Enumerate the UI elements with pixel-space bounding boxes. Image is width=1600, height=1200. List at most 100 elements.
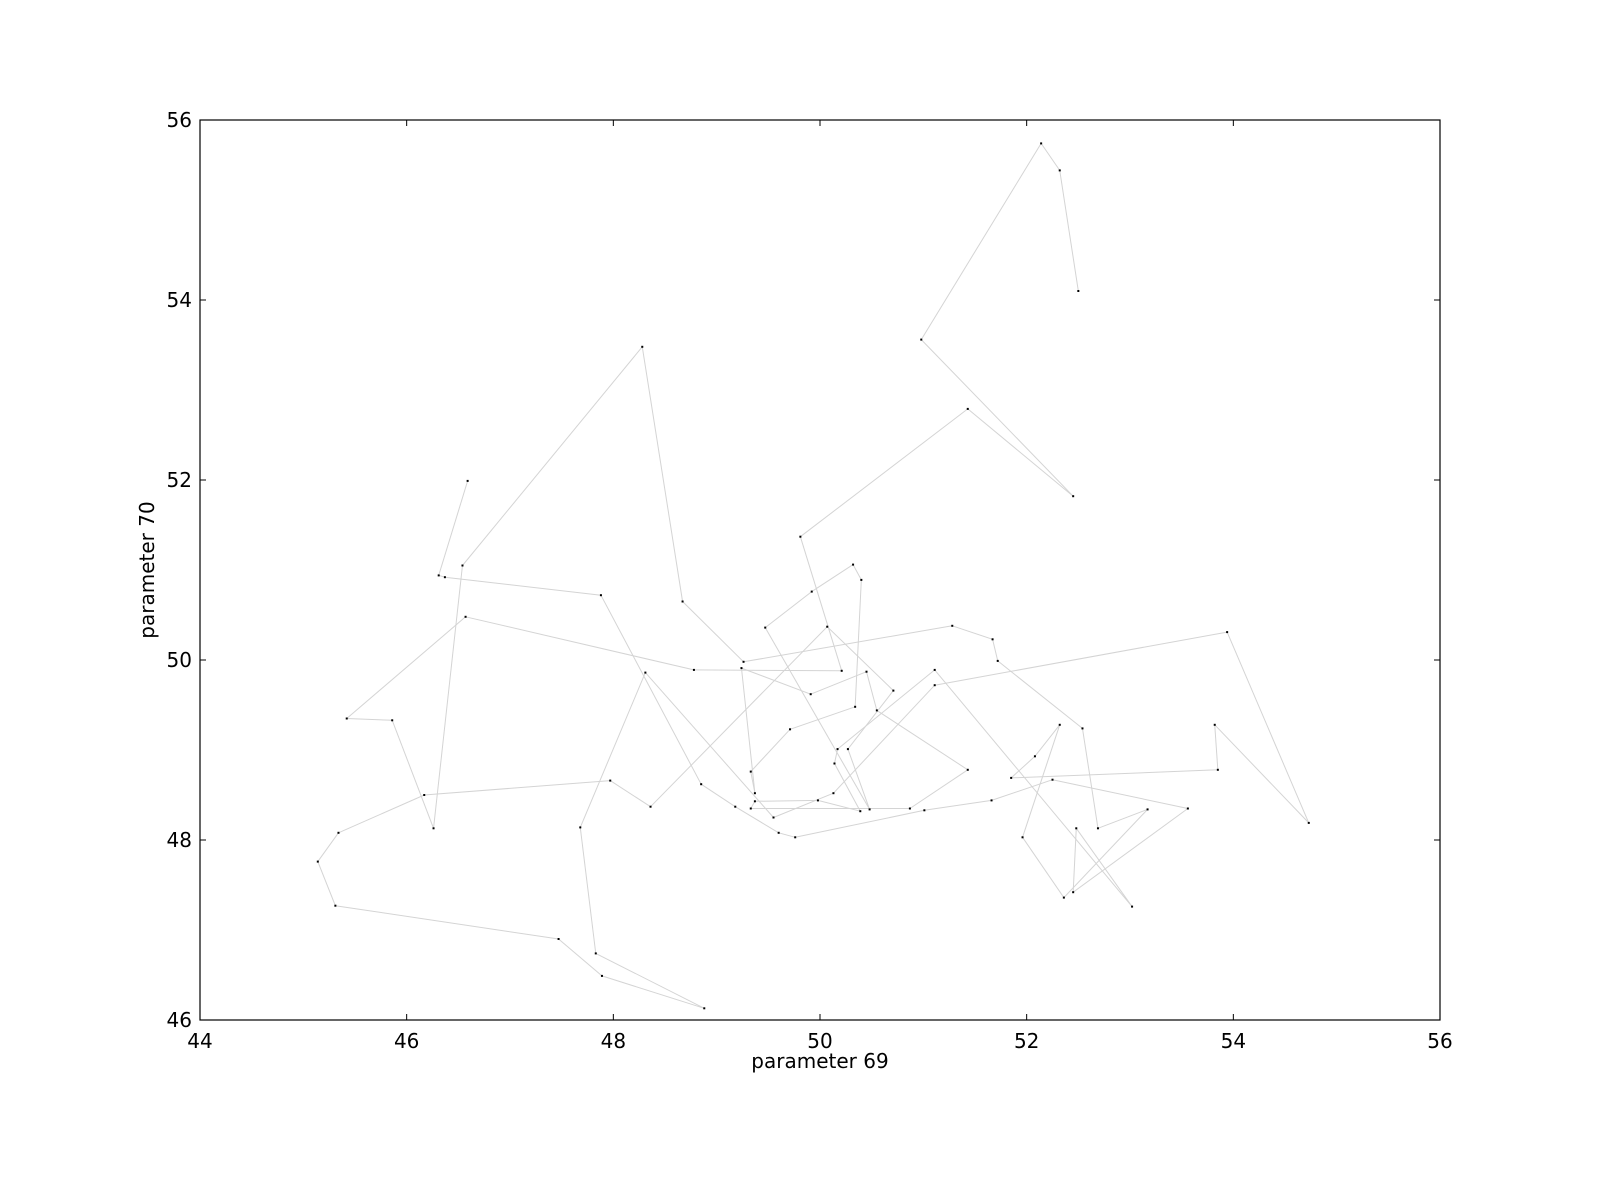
- trace-point: [892, 689, 895, 692]
- y-tick-label: 48: [167, 828, 192, 852]
- trace-segment: [1022, 837, 1065, 898]
- trace-point: [908, 807, 911, 810]
- trace-point: [337, 831, 340, 834]
- x-tick-label: 52: [1014, 1029, 1039, 1053]
- trace-point: [816, 799, 819, 802]
- trace-segment: [811, 564, 854, 593]
- trace-point: [464, 615, 467, 618]
- y-tick-label: 46: [167, 1008, 192, 1032]
- trace-segment: [833, 748, 839, 764]
- trace-segment: [558, 938, 603, 977]
- trace-segment: [1011, 769, 1218, 779]
- trace-segment: [992, 639, 999, 662]
- trace-point: [432, 827, 435, 830]
- trace-segment: [317, 861, 336, 906]
- trace-segment: [1226, 631, 1310, 824]
- trace-point: [833, 762, 836, 765]
- trace-segment: [1010, 755, 1036, 779]
- y-tick-label: 52: [167, 468, 192, 492]
- trace-point: [579, 826, 582, 829]
- trace-segment: [952, 625, 993, 640]
- trace-segment: [741, 667, 811, 695]
- trace-segment: [1081, 728, 1099, 829]
- trace-point: [860, 578, 863, 581]
- trace-segment: [609, 780, 651, 808]
- trace-point: [316, 860, 319, 863]
- trace-segment: [346, 718, 393, 721]
- trace-point: [609, 779, 612, 782]
- trace-segment: [424, 780, 611, 796]
- trace-point: [753, 792, 756, 795]
- trace-point: [334, 904, 337, 907]
- trace-point: [854, 705, 857, 708]
- trace-point: [641, 345, 644, 348]
- trace-segment: [750, 801, 756, 809]
- trace-segment: [834, 763, 861, 812]
- trace-point: [1081, 727, 1084, 730]
- trace-point: [1051, 778, 1054, 781]
- trace-point: [703, 1007, 706, 1010]
- trace-point: [836, 748, 839, 751]
- x-axis-label: parameter 69: [751, 1049, 888, 1073]
- trace-segment: [462, 346, 643, 566]
- trace-segment: [920, 143, 1042, 340]
- trace-point: [990, 799, 993, 802]
- trace-segment: [1063, 809, 1148, 898]
- trace-segment: [1075, 828, 1133, 907]
- trace-point: [753, 800, 756, 803]
- trace-segment: [773, 792, 834, 818]
- x-tick-label: 44: [187, 1029, 212, 1053]
- trace-segment: [579, 672, 646, 828]
- trace-segment: [1022, 724, 1061, 838]
- trace-point: [1072, 495, 1075, 498]
- trace-point: [1146, 808, 1149, 811]
- y-axis-label: parameter 70: [135, 501, 159, 638]
- trace-point: [772, 816, 775, 819]
- trace-point: [875, 709, 878, 712]
- trace-point: [599, 594, 602, 597]
- trace-point: [423, 794, 426, 796]
- trace-point: [859, 810, 862, 813]
- trace-point: [799, 535, 802, 538]
- trace-segment: [826, 626, 894, 691]
- trace-segment: [743, 625, 953, 663]
- trace-point: [810, 590, 813, 593]
- trace-segment: [740, 668, 756, 794]
- trace-segment: [852, 564, 862, 581]
- trace-segment: [924, 799, 992, 811]
- trace-point: [644, 671, 647, 674]
- trace-point: [1307, 821, 1310, 824]
- trace-segment: [693, 669, 842, 672]
- trace-point: [700, 783, 703, 786]
- trace-point: [846, 748, 849, 751]
- trace-point: [1075, 827, 1078, 830]
- trace-segment: [438, 480, 469, 576]
- trace-segment: [601, 975, 705, 1009]
- trace-point: [991, 638, 994, 641]
- trace-point: [461, 564, 464, 567]
- trace-segment: [909, 769, 969, 809]
- trace-point: [594, 952, 597, 955]
- trace-segment: [1059, 170, 1079, 292]
- trace-point: [1062, 896, 1065, 899]
- trace-point: [840, 669, 843, 672]
- trace-point: [1186, 807, 1189, 810]
- trace-segment: [876, 709, 969, 771]
- trace-segment: [764, 627, 871, 810]
- y-tick-label: 50: [167, 648, 192, 672]
- trace-segment: [795, 809, 925, 838]
- trace-segment: [800, 408, 969, 538]
- trace-point: [1077, 290, 1080, 292]
- trace-point: [1058, 169, 1061, 172]
- trace-segment: [338, 794, 425, 834]
- trace-segment: [778, 832, 796, 838]
- trace-point: [1058, 723, 1061, 726]
- trace-point: [391, 719, 394, 722]
- plot-frame: [199, 119, 1441, 1021]
- trace-segment: [847, 690, 894, 750]
- trace-point: [749, 770, 752, 773]
- trace-point: [764, 626, 767, 629]
- trace-segment: [934, 631, 1228, 686]
- trace-segment: [700, 783, 736, 808]
